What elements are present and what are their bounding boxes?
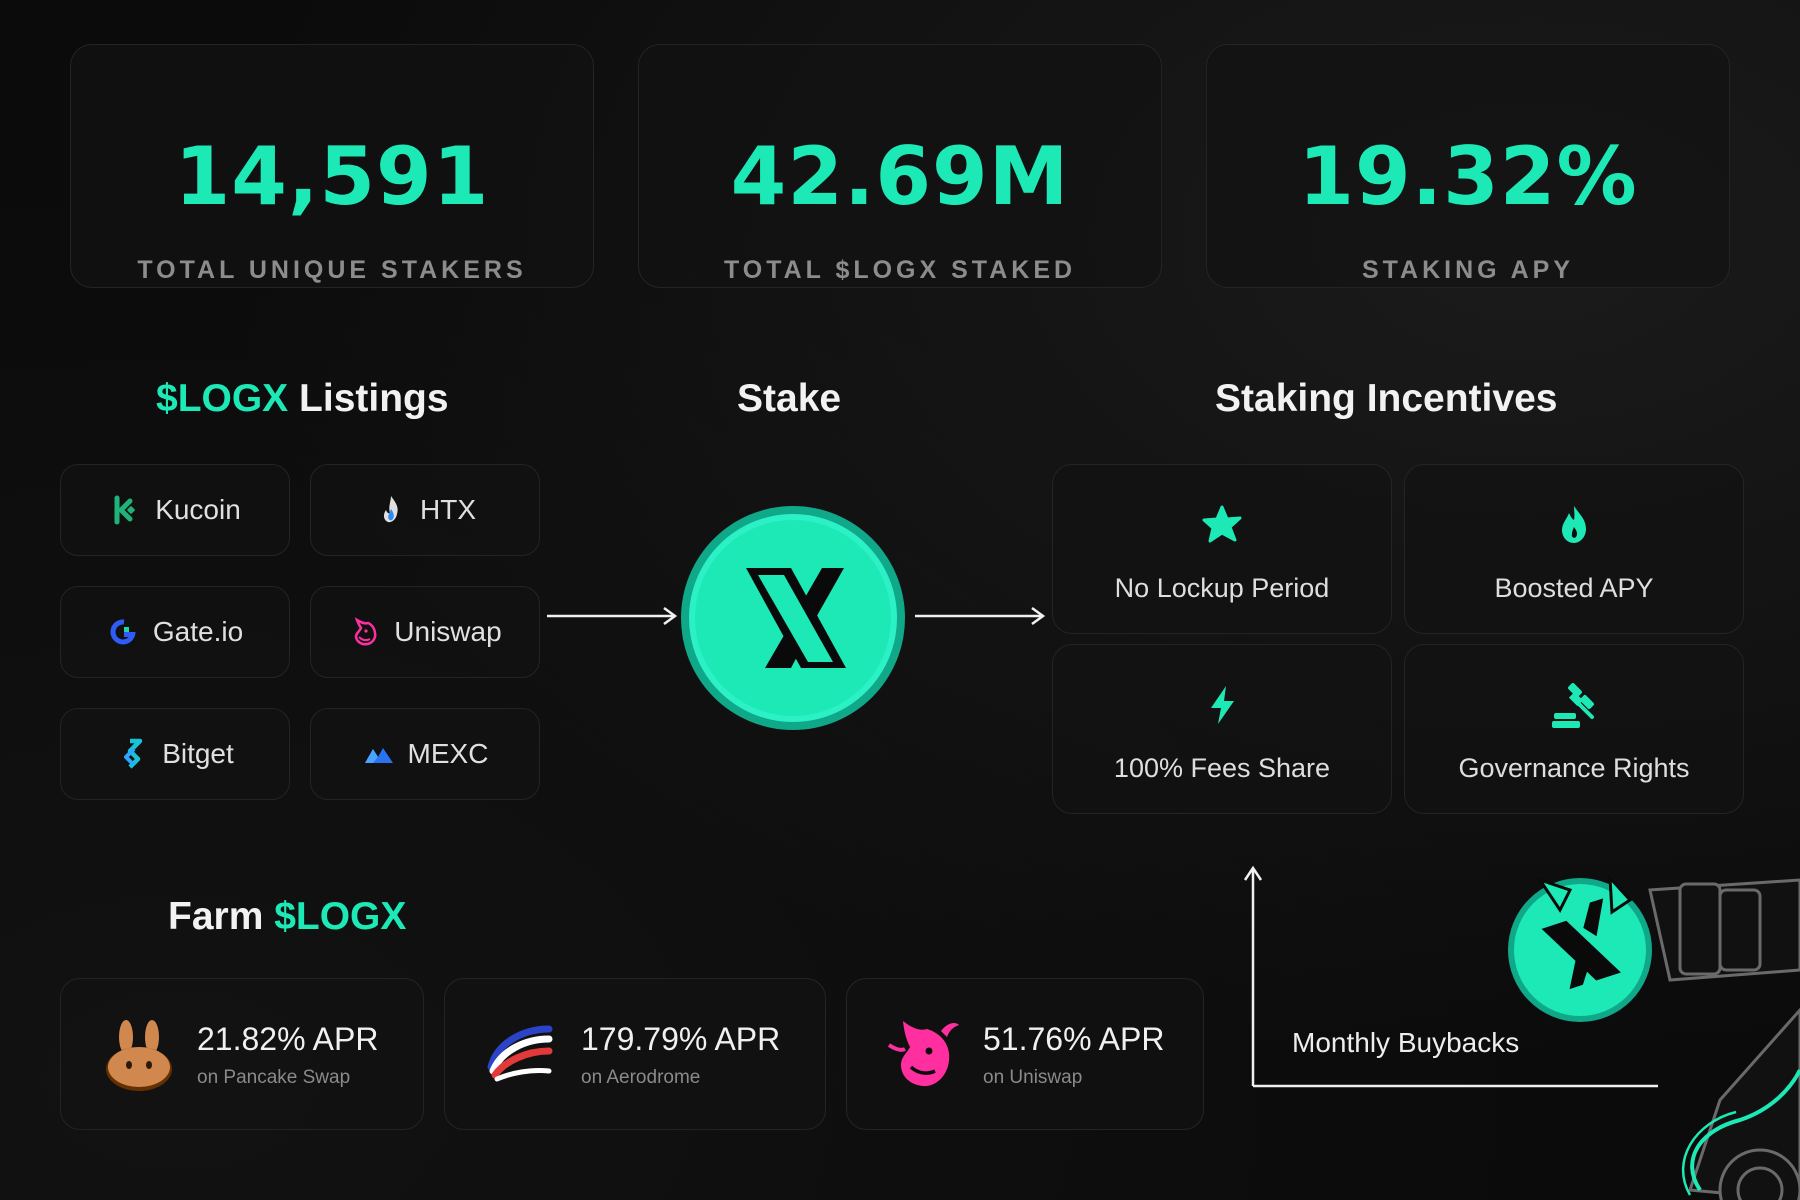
logx-x-icon[interactable] <box>680 505 906 731</box>
buyback-arrow <box>1243 865 1658 1088</box>
listing-label: Bitget <box>162 738 234 769</box>
listing-label: Gate.io <box>152 616 244 647</box>
arrow-to-stake <box>547 606 678 626</box>
farm-platform: on Aerodrome <box>581 1067 701 1088</box>
farm-card-pancakeswap[interactable]: 21.82% APR on Pancake Swap <box>60 978 424 1130</box>
farm-platform: on Pancake Swap <box>197 1067 351 1088</box>
htx-flame-icon <box>383 496 398 523</box>
farm-card-aerodrome[interactable]: 179.79% APR on Aerodrome <box>444 978 826 1130</box>
stat-card-apy: 19.32% STAKING APY <box>1206 44 1730 288</box>
listing-htx[interactable]: HTX <box>310 464 540 556</box>
listing-kucoin[interactable]: Kucoin <box>60 464 290 556</box>
listings-heading: $LOGX Listings <box>156 377 449 421</box>
farm-heading-rest: Farm <box>168 895 275 938</box>
stat-card-stakers: 14,591 TOTAL UNIQUE STAKERS <box>70 44 594 288</box>
buyback-label: Monthly Buybacks <box>1292 1027 1520 1058</box>
incentive-fees-share: 100% Fees Share <box>1052 644 1392 814</box>
uniswap-unicorn-icon <box>887 1021 959 1087</box>
farm-heading: Farm $LOGX <box>168 895 406 939</box>
stake-heading: Stake <box>737 377 842 420</box>
bitget-icon <box>124 738 143 769</box>
gavel-icon <box>1552 683 1594 728</box>
incentive-label: Governance Rights <box>1458 753 1690 783</box>
stat-value: 19.32% <box>1298 130 1638 223</box>
robot-arm-icon <box>1508 873 1800 1200</box>
farm-apr: 179.79% APR <box>581 1021 781 1057</box>
flame-icon <box>1562 506 1586 543</box>
farm-apr: 51.76% APR <box>983 1021 1165 1057</box>
listing-label: Uniswap <box>394 616 502 647</box>
stat-label: TOTAL UNIQUE STAKERS <box>137 256 527 284</box>
arrow-to-incentives <box>915 606 1046 626</box>
farm-card-uniswap[interactable]: 51.76% APR on Uniswap <box>846 978 1204 1130</box>
listings-heading-accent: $LOGX <box>156 377 289 420</box>
listing-gateio[interactable]: Gate.io <box>60 586 290 678</box>
listing-label: HTX <box>420 494 476 525</box>
stat-value: 14,591 <box>174 130 490 223</box>
mexc-mountain-icon <box>364 748 393 763</box>
listing-mexc[interactable]: MEXC <box>310 708 540 800</box>
listing-bitget[interactable]: Bitget <box>60 708 290 800</box>
incentive-label: 100% Fees Share <box>1113 753 1331 783</box>
pancakeswap-bunny-icon <box>106 1020 172 1091</box>
incentive-governance: Governance Rights <box>1404 644 1744 814</box>
stat-card-staked: 42.69M TOTAL $LOGX STAKED <box>638 44 1162 288</box>
aerodrome-icon <box>487 1025 553 1082</box>
incentive-no-lockup: No Lockup Period <box>1052 464 1392 634</box>
incentive-boosted-apy: Boosted APY <box>1404 464 1744 634</box>
incentive-label: Boosted APY <box>1494 573 1654 603</box>
farm-platform: on Uniswap <box>983 1067 1083 1088</box>
star-icon <box>1202 505 1242 543</box>
stat-label: STAKING APY <box>1361 256 1575 284</box>
listing-label: Kucoin <box>155 494 241 525</box>
listings-heading-rest: Listings <box>288 377 449 420</box>
stat-value: 42.69M <box>730 130 1070 223</box>
incentives-heading: Staking Incentives <box>1215 377 1558 420</box>
stat-label: TOTAL $LOGX STAKED <box>723 256 1077 284</box>
farm-apr: 21.82% APR <box>197 1021 379 1057</box>
incentive-label: No Lockup Period <box>1114 573 1330 603</box>
lightning-icon <box>1211 686 1234 724</box>
uniswap-unicorn-icon <box>355 617 377 646</box>
gateio-icon <box>110 619 136 645</box>
kucoin-icon <box>114 495 136 525</box>
listing-label: MEXC <box>407 738 489 769</box>
listing-uniswap[interactable]: Uniswap <box>310 586 540 678</box>
farm-heading-accent: $LOGX <box>274 895 407 938</box>
